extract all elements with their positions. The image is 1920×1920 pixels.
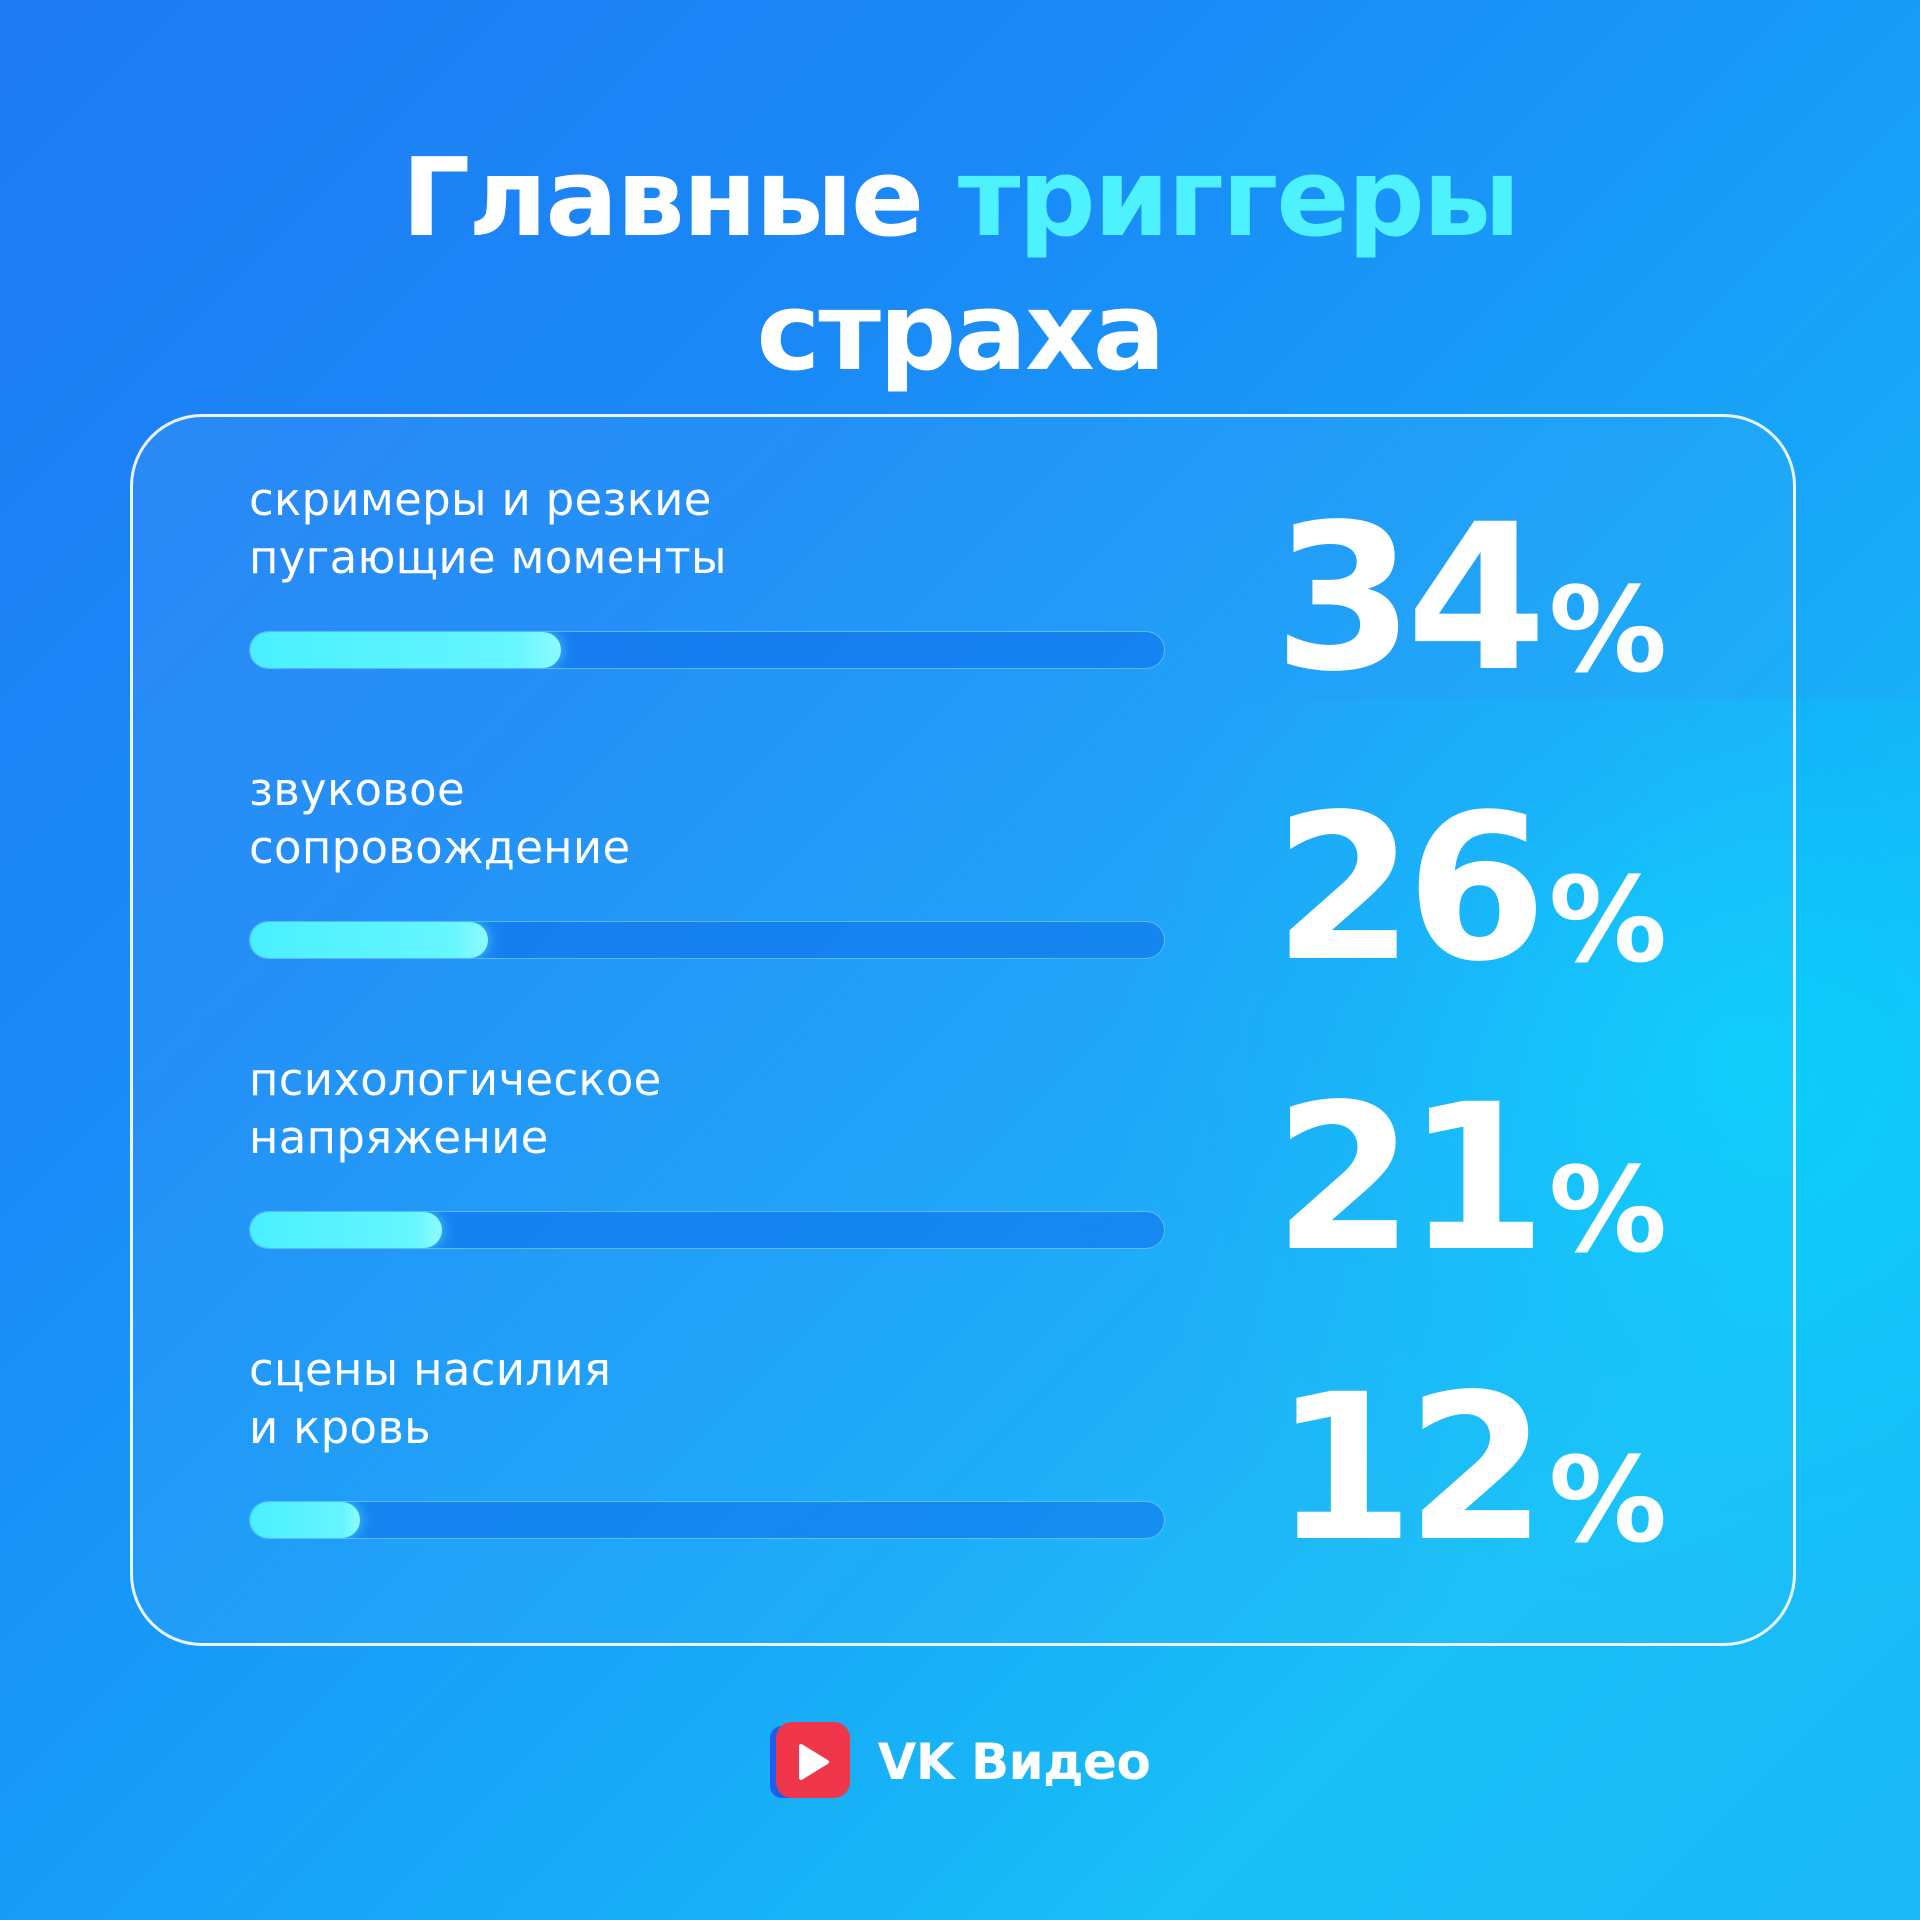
page-title: Главные триггеры страха: [0, 132, 1920, 400]
brand-name: VK Видео: [877, 1733, 1151, 1791]
value-unit: %: [1548, 561, 1667, 699]
bar-track: [249, 921, 1165, 959]
bar-value: 34 %: [1274, 497, 1667, 699]
bar-track: [249, 1501, 1165, 1539]
title-part-1: Главные: [401, 136, 925, 261]
value-unit: %: [1548, 1141, 1667, 1279]
title-part-2: страха: [756, 270, 1165, 395]
value-number: 26: [1273, 770, 1547, 1006]
bar-label: скримеры и резкие пугающие моменты: [249, 473, 727, 584]
bar-fill: [250, 1502, 360, 1538]
bar-label: психологическое напряжение: [249, 1053, 662, 1164]
value-number: 34: [1273, 480, 1547, 716]
bar-label: сцены насилия и кровь: [249, 1343, 612, 1454]
bar-fill: [250, 922, 488, 958]
value-number: 12: [1273, 1350, 1547, 1586]
bar-value: 21 %: [1274, 1077, 1667, 1279]
value-unit: %: [1548, 1431, 1667, 1569]
bar-track: [249, 1211, 1165, 1249]
chart-row: звуковое сопровождение 26 %: [133, 707, 1793, 989]
bar-label: звуковое сопровождение: [249, 763, 631, 874]
chart-row: скримеры и резкие пугающие моменты 34 %: [133, 417, 1793, 699]
bar-track: [249, 631, 1165, 669]
vk-video-play-icon: [769, 1722, 850, 1802]
bar-value: 12 %: [1274, 1367, 1667, 1569]
value-unit: %: [1548, 851, 1667, 989]
chart-card: скримеры и резкие пугающие моменты 34 % …: [130, 414, 1796, 1646]
chart-row: сцены насилия и кровь 12 %: [133, 1287, 1793, 1569]
bar-value: 26 %: [1274, 787, 1667, 989]
title-accent: триггеры: [957, 136, 1521, 261]
bar-fill: [250, 632, 561, 668]
value-number: 21: [1273, 1060, 1547, 1296]
brand-footer: VK Видео: [0, 1722, 1920, 1802]
bar-fill: [250, 1212, 442, 1248]
chart-row: психологическое напряжение 21 %: [133, 997, 1793, 1279]
